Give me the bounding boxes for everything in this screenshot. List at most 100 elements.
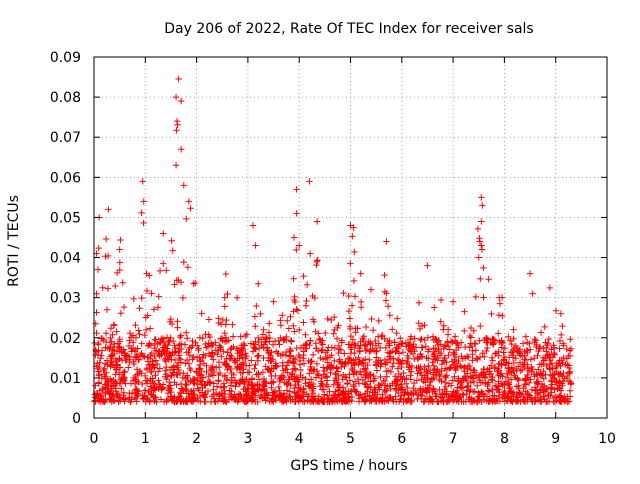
data-point: [426, 393, 434, 401]
data-point: [307, 250, 314, 257]
data-point: [275, 350, 282, 357]
data-point: [92, 382, 99, 389]
y-tick-label: 0.09: [50, 50, 81, 66]
data-point: [239, 369, 246, 376]
data-point: [194, 385, 202, 392]
data-point: [381, 377, 389, 384]
data-point: [107, 325, 115, 332]
data-point: [315, 398, 323, 406]
data-point: [476, 393, 483, 400]
data-point: [277, 317, 284, 324]
data-point: [276, 394, 283, 401]
data-point: [353, 369, 360, 377]
data-point: [420, 398, 427, 406]
data-point: [208, 393, 216, 400]
data-point: [351, 349, 358, 357]
data-point: [392, 398, 400, 405]
data-point: [163, 334, 171, 341]
data-point: [430, 362, 438, 370]
data-point: [481, 353, 488, 360]
data-point: [300, 319, 307, 326]
data-point: [182, 397, 190, 405]
data-point: [280, 367, 287, 374]
data-point: [508, 364, 516, 371]
data-point: [467, 324, 475, 332]
data-point: [500, 349, 507, 356]
data-point: [430, 369, 437, 376]
data-point: [179, 294, 187, 302]
data-point: [508, 340, 515, 348]
data-point: [95, 341, 102, 348]
data-point: [213, 383, 221, 390]
data-point: [252, 242, 259, 249]
data-point: [403, 343, 410, 350]
data-point: [540, 357, 548, 364]
data-point: [398, 384, 405, 391]
data-point: [418, 392, 426, 399]
data-point: [489, 386, 496, 394]
data-point: [157, 396, 165, 403]
data-point: [384, 337, 392, 345]
data-point: [116, 259, 124, 266]
data-point: [422, 379, 429, 386]
data-point: [331, 357, 338, 365]
data-point: [406, 347, 414, 354]
data-point: [265, 366, 272, 374]
data-point: [468, 343, 476, 350]
data-point: [254, 386, 261, 393]
data-point: [102, 369, 110, 377]
data-point: [450, 388, 457, 395]
data-point: [190, 386, 197, 394]
data-point: [524, 371, 531, 379]
data-point: [217, 346, 224, 353]
data-point: [219, 316, 227, 324]
data-point: [97, 398, 105, 406]
data-point: [407, 372, 414, 379]
data-point: [335, 384, 343, 391]
data-point: [524, 347, 531, 355]
data-point: [146, 364, 153, 372]
data-point: [461, 343, 469, 351]
data-point: [117, 310, 125, 317]
data-point: [387, 349, 394, 356]
data-point: [202, 331, 209, 338]
data-point: [449, 298, 457, 305]
data-point: [453, 396, 460, 403]
data-point: [478, 194, 485, 201]
data-point: [472, 340, 479, 348]
x-tick-label: 7: [449, 431, 458, 447]
data-point: [255, 371, 262, 378]
data-point: [110, 322, 117, 329]
data-point: [443, 359, 450, 366]
data-point: [142, 326, 150, 334]
data-point: [503, 397, 511, 405]
data-point: [453, 340, 460, 347]
data-point: [465, 354, 472, 361]
data-point: [108, 377, 115, 385]
data-point: [483, 397, 490, 405]
data-point: [138, 294, 145, 302]
data-point: [308, 393, 316, 400]
data-point: [538, 381, 546, 388]
data-point: [467, 366, 475, 374]
data-point: [510, 392, 517, 400]
data-point: [475, 254, 482, 261]
data-point: [102, 390, 109, 397]
data-point: [272, 372, 279, 380]
data-point: [333, 365, 341, 372]
data-point: [243, 376, 250, 383]
data-point: [444, 331, 452, 338]
data-point: [92, 351, 99, 359]
data-point: [183, 215, 190, 223]
data-point: [367, 371, 374, 379]
data-point: [356, 368, 364, 375]
data-point: [437, 341, 444, 348]
data-point: [461, 354, 469, 362]
data-point: [275, 383, 282, 391]
data-point: [116, 266, 123, 274]
data-point: [187, 205, 194, 212]
data-point: [450, 349, 457, 357]
data-point: [440, 398, 447, 406]
data-point: [540, 387, 547, 394]
data-point: [484, 366, 491, 373]
